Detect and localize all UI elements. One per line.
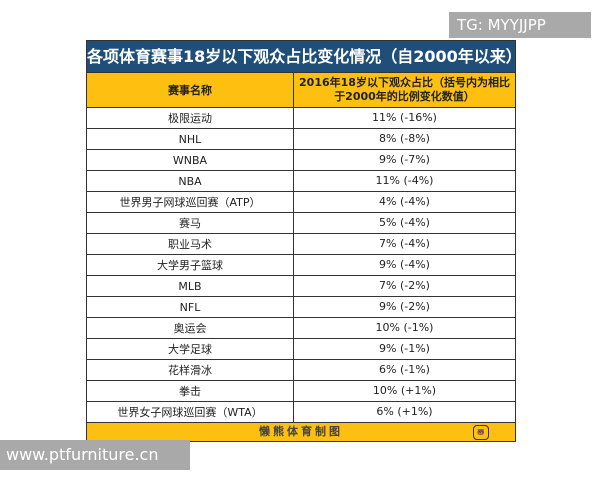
event-name: MLB xyxy=(87,276,294,296)
event-name: 极限运动 xyxy=(87,108,294,128)
table-footer: 懒熊体育制图 🐻 xyxy=(87,422,515,441)
audience-share: 11% (-4%) xyxy=(375,174,434,187)
table-row: 奥运会 10% (-1%) xyxy=(87,317,515,338)
event-name: 赛马 xyxy=(87,213,294,233)
footer-credit: 懒熊体育制图 xyxy=(259,425,343,438)
audience-share: 4% (-4%) xyxy=(379,195,430,208)
audience-share: 10% (+1%) xyxy=(372,384,437,397)
data-table: 各项体育赛事18岁以下观众占比变化情况（自2000年以来） 赛事名称 2016年… xyxy=(86,40,522,442)
audience-share: 11% (-16%) xyxy=(372,111,437,124)
audience-share: 10% (-1%) xyxy=(375,321,434,334)
event-name: NHL xyxy=(87,129,294,149)
table-row: 拳击 10% (+1%) xyxy=(87,380,515,401)
watermark-top: TG: MYYJJPP xyxy=(449,12,591,38)
event-name: 花样滑冰 xyxy=(87,360,294,380)
table-title: 各项体育赛事18岁以下观众占比变化情况（自2000年以来） xyxy=(87,41,522,72)
table-row: 赛马 5% (-4%) xyxy=(87,212,515,233)
event-name: 奥运会 xyxy=(87,318,294,338)
table-row: 世界女子网球巡回赛（WTA） 6% (+1%) xyxy=(87,401,515,422)
audience-share: 9% (-7%) xyxy=(379,153,430,166)
event-name: WNBA xyxy=(87,150,294,170)
table-row: 职业马术 7% (-4%) xyxy=(87,233,515,254)
event-name: NFL xyxy=(87,297,294,317)
event-name: 拳击 xyxy=(87,381,294,401)
table-row: MLB 7% (-2%) xyxy=(87,275,515,296)
header-event: 赛事名称 xyxy=(87,73,294,107)
watermark-bottom: www.ptfurniture.cn xyxy=(0,440,190,470)
table-row: NBA 11% (-4%) xyxy=(87,170,515,191)
audience-share: 5% (-4%) xyxy=(379,216,430,229)
audience-share: 8% (-8%) xyxy=(379,132,430,145)
bear-logo-icon: 🐻 xyxy=(473,425,489,440)
table-row: NHL 8% (-8%) xyxy=(87,128,515,149)
table-row: 花样滑冰 6% (-1%) xyxy=(87,359,515,380)
event-name: 世界男子网球巡回赛（ATP） xyxy=(87,192,294,212)
audience-share: 6% (+1%) xyxy=(376,405,433,418)
table-row: NFL 9% (-2%) xyxy=(87,296,515,317)
audience-share: 9% (-2%) xyxy=(379,300,430,313)
audience-share: 7% (-4%) xyxy=(379,237,430,250)
audience-share: 9% (-1%) xyxy=(379,342,430,355)
table-row: 大学男子篮球 9% (-4%) xyxy=(87,254,515,275)
event-name: 大学男子篮球 xyxy=(87,255,294,275)
event-name: 大学足球 xyxy=(87,339,294,359)
audience-share: 9% (-4%) xyxy=(379,258,430,271)
event-name: 职业马术 xyxy=(87,234,294,254)
table-row: WNBA 9% (-7%) xyxy=(87,149,515,170)
table-row: 世界男子网球巡回赛（ATP） 4% (-4%) xyxy=(87,191,515,212)
table-row: 大学足球 9% (-1%) xyxy=(87,338,515,359)
table-header: 赛事名称 2016年18岁以下观众占比（括号内为相比于2000年的比例变化数值） xyxy=(87,72,515,107)
table-row: 极限运动 11% (-16%) xyxy=(87,107,515,128)
audience-share: 7% (-2%) xyxy=(379,279,430,292)
event-name: 世界女子网球巡回赛（WTA） xyxy=(87,402,294,422)
audience-share: 6% (-1%) xyxy=(379,363,430,376)
event-name: NBA xyxy=(87,171,294,191)
header-share: 2016年18岁以下观众占比（括号内为相比于2000年的比例变化数值） xyxy=(299,76,510,103)
